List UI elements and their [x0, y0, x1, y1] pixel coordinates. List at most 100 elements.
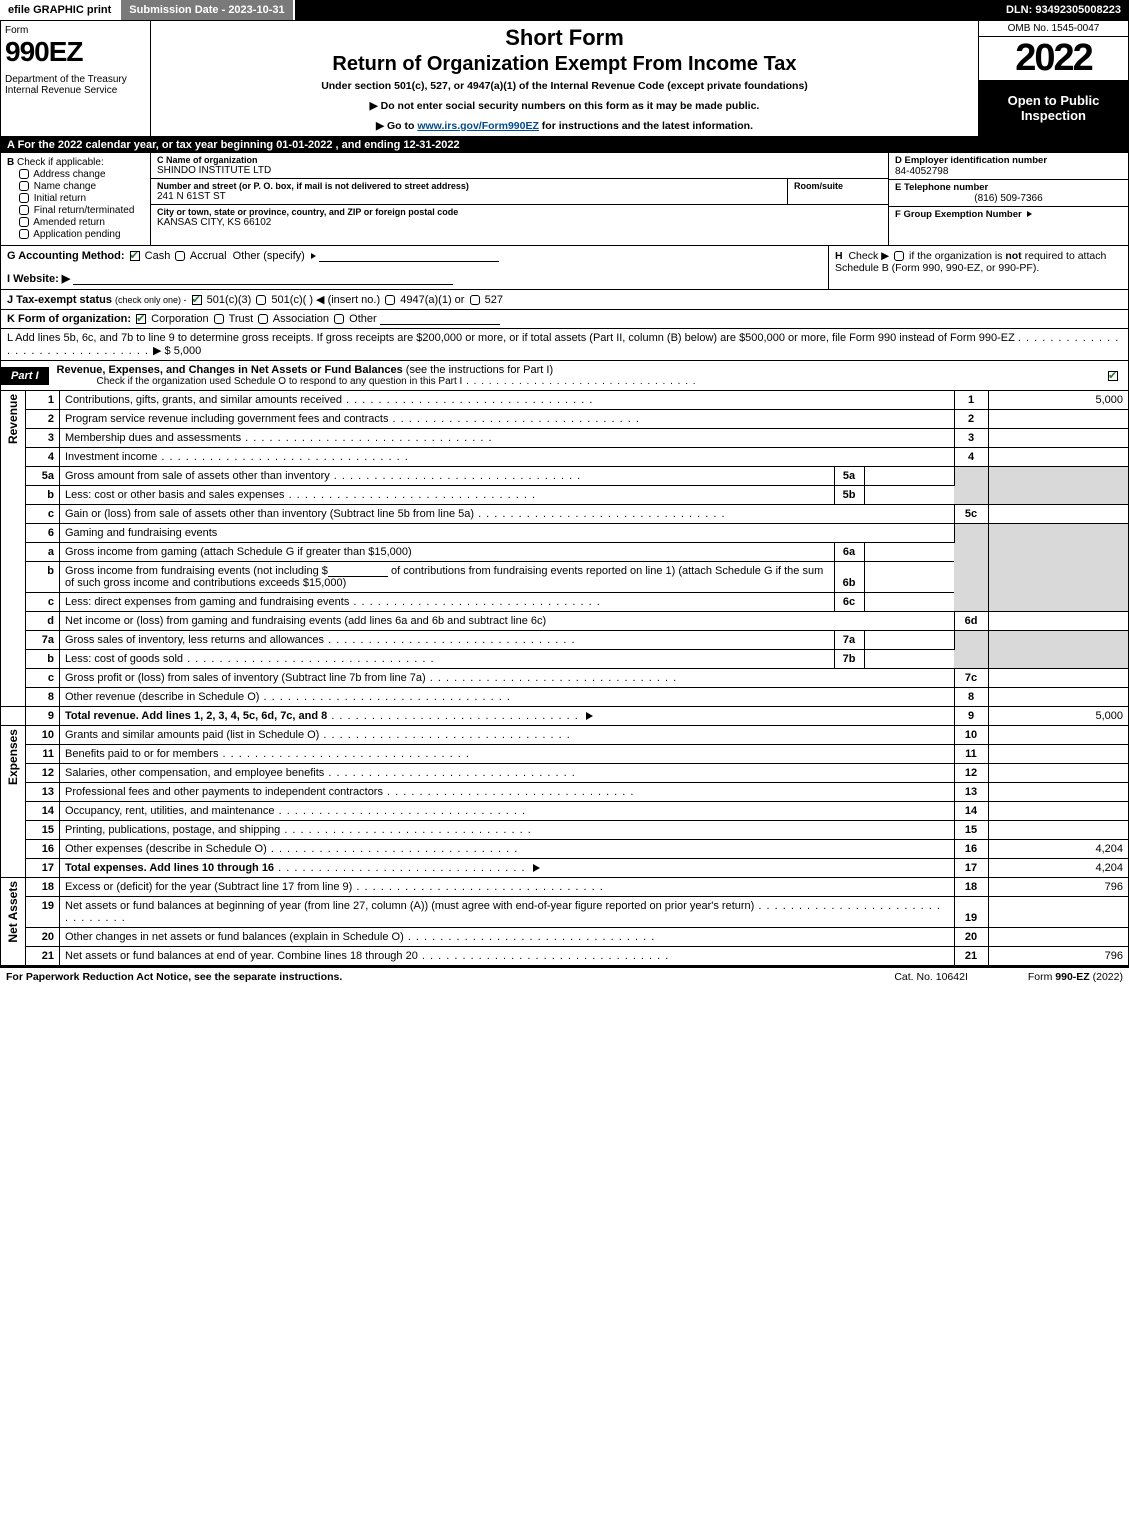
d-ein-value: 84-4052798	[895, 166, 1122, 177]
shaded-cell	[988, 524, 1128, 612]
c-name-value: SHINDO INSTITUTE LTD	[157, 165, 882, 176]
line-num: 4	[26, 448, 60, 467]
chk-501c3[interactable]	[192, 295, 202, 305]
irs-link[interactable]: www.irs.gov/Form990EZ	[417, 120, 539, 132]
line-num: c	[26, 593, 60, 612]
mini-box-label: 5a	[834, 467, 864, 486]
line-desc: Other changes in net assets or fund bala…	[60, 928, 955, 947]
line-amt	[988, 410, 1128, 429]
line-box: 18	[954, 878, 988, 897]
line-box: 21	[954, 947, 988, 966]
line-num: 18	[26, 878, 60, 897]
efile-print-label[interactable]: efile GRAPHIC print	[0, 0, 121, 20]
c-city-label: City or town, state or province, country…	[157, 207, 882, 217]
line-amt	[988, 783, 1128, 802]
line-num: 15	[26, 821, 60, 840]
chk-address-change[interactable]: Address change	[17, 169, 144, 180]
table-row: 11Benefits paid to or for members11	[1, 745, 1128, 764]
chk-trust[interactable]	[214, 314, 224, 324]
k-other-input[interactable]	[380, 313, 500, 325]
line-num: 1	[26, 391, 60, 410]
mini-box-value	[864, 631, 954, 650]
part1-tab: Part I	[1, 367, 49, 385]
chk-schedule-b[interactable]	[894, 251, 904, 261]
line-amt: 4,204	[988, 840, 1128, 859]
chk-schedule-o[interactable]	[1108, 371, 1118, 381]
line-desc: Gross sales of inventory, less returns a…	[60, 631, 835, 650]
table-row: 4 Investment income 4	[1, 448, 1128, 467]
chk-527[interactable]	[470, 295, 480, 305]
c-room-label: Room/suite	[794, 181, 882, 191]
chk-other-org[interactable]	[334, 314, 344, 324]
line-num: 9	[26, 707, 60, 726]
j-insert-no: ◀ (insert no.)	[316, 294, 380, 306]
table-row: 8 Other revenue (describe in Schedule O)…	[1, 688, 1128, 707]
k-corp: Corporation	[151, 313, 208, 325]
chk-name-change[interactable]: Name change	[17, 181, 144, 192]
line-amt: 796	[988, 947, 1128, 966]
line-amt	[988, 726, 1128, 745]
line-desc: Less: cost of goods sold	[60, 650, 835, 669]
i-website-input[interactable]	[73, 273, 453, 285]
chk-application-pending[interactable]: Application pending	[17, 229, 144, 240]
chk-final-return[interactable]: Final return/terminated	[17, 205, 144, 216]
line-amt	[988, 897, 1128, 928]
part1-table: Revenue 1 Contributions, gifts, grants, …	[1, 391, 1128, 966]
top-bar: efile GRAPHIC print Submission Date - 20…	[0, 0, 1129, 20]
vlabel-expenses: Expenses	[1, 726, 26, 878]
line-num: b	[26, 562, 60, 593]
h-post: if the organization is	[909, 250, 1005, 262]
mini-box-label: 7a	[834, 631, 864, 650]
g-label: G Accounting Method:	[7, 250, 125, 262]
chk-501c[interactable]	[256, 295, 266, 305]
line-amt	[988, 448, 1128, 467]
line-num: 11	[26, 745, 60, 764]
line-box: 15	[954, 821, 988, 840]
shaded-cell	[988, 467, 1128, 505]
row-k: K Form of organization: Corporation Trus…	[1, 310, 1128, 329]
j-label: J Tax-exempt status	[7, 294, 112, 306]
table-row: d Net income or (loss) from gaming and f…	[1, 612, 1128, 631]
line-amt	[988, 429, 1128, 448]
line-desc: Gross income from gaming (attach Schedul…	[60, 543, 835, 562]
line-amt	[988, 505, 1128, 524]
chk-accrual[interactable]	[175, 251, 185, 261]
line-num: 6	[26, 524, 60, 543]
line-desc: Net assets or fund balances at end of ye…	[60, 947, 955, 966]
table-row: Revenue 1 Contributions, gifts, grants, …	[1, 391, 1128, 410]
cell-org-name: C Name of organization SHINDO INSTITUTE …	[151, 153, 888, 179]
k-label: K Form of organization:	[7, 313, 131, 325]
line-num: b	[26, 650, 60, 669]
mini-box-value	[864, 593, 954, 612]
chk-amended-return[interactable]: Amended return	[17, 217, 144, 228]
line-box: 1	[954, 391, 988, 410]
e-tel-label: E Telephone number	[895, 182, 1122, 193]
table-row: 17Total expenses. Add lines 10 through 1…	[1, 859, 1128, 878]
table-row: 13Professional fees and other payments t…	[1, 783, 1128, 802]
g-other-input[interactable]	[319, 250, 499, 262]
chk-initial-return[interactable]: Initial return	[17, 193, 144, 204]
line-num: 5a	[26, 467, 60, 486]
line-desc: Grants and similar amounts paid (list in…	[60, 726, 955, 745]
line-num: 7a	[26, 631, 60, 650]
chk-cash[interactable]	[130, 251, 140, 261]
table-row: 21Net assets or fund balances at end of …	[1, 947, 1128, 966]
line-desc: Program service revenue including govern…	[60, 410, 955, 429]
line-desc: Gain or (loss) from sale of assets other…	[60, 505, 955, 524]
mini-box-value	[864, 543, 954, 562]
line-box: 12	[954, 764, 988, 783]
header-middle: Short Form Return of Organization Exempt…	[151, 21, 978, 136]
chk-4947[interactable]	[385, 295, 395, 305]
line-desc: Net assets or fund balances at beginning…	[60, 897, 955, 928]
table-row: 3 Membership dues and assessments 3	[1, 429, 1128, 448]
chk-association[interactable]	[258, 314, 268, 324]
line-box: 2	[954, 410, 988, 429]
line-num: 12	[26, 764, 60, 783]
arrow-icon	[533, 864, 540, 872]
c-street-value: 241 N 61ST ST	[157, 191, 781, 202]
table-row: 15Printing, publications, postage, and s…	[1, 821, 1128, 840]
table-row: Expenses 10 Grants and similar amounts p…	[1, 726, 1128, 745]
line-box: 4	[954, 448, 988, 467]
chk-corporation[interactable]	[136, 314, 146, 324]
shaded-cell	[954, 467, 988, 505]
